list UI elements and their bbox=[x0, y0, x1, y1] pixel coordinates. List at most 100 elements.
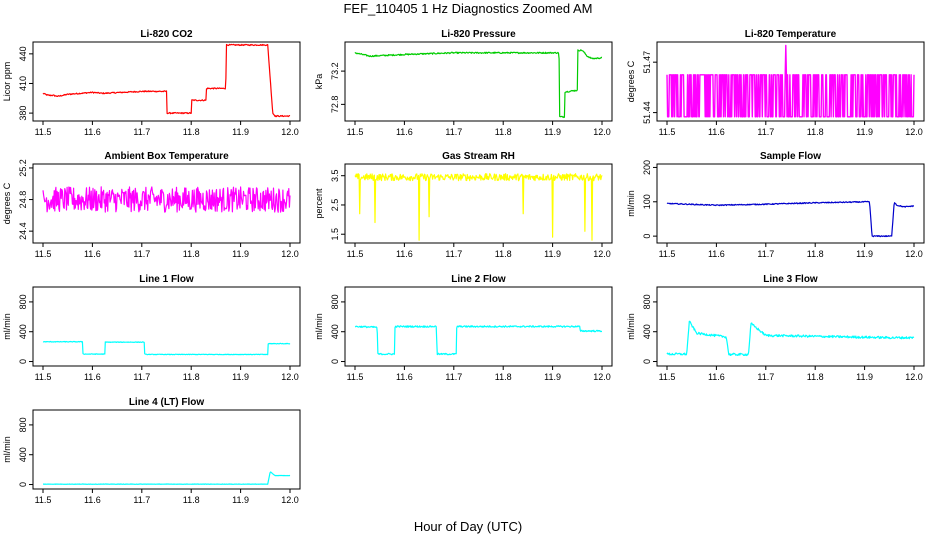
x-tick-label: 11.8 bbox=[183, 372, 200, 382]
x-tick-label: 12.0 bbox=[593, 127, 611, 137]
x-tick-label: 11.9 bbox=[232, 495, 249, 505]
x-tick-label: 11.8 bbox=[495, 127, 512, 137]
y-tick-label: 440 bbox=[18, 46, 28, 61]
panel-title: Line 2 Flow bbox=[451, 274, 506, 285]
x-tick-label: 11.7 bbox=[133, 372, 150, 382]
y-tick-label: 0 bbox=[18, 359, 28, 364]
panel-6: Sample Flow 11.5 11.6 11.7 11.8 11.9 12.0 0 100 2… bbox=[626, 151, 925, 259]
y-tick-label: 800 bbox=[330, 294, 340, 309]
series-line bbox=[354, 173, 603, 241]
y-tick-label: 51.47 bbox=[642, 51, 652, 74]
x-tick-label: 11.9 bbox=[544, 127, 561, 137]
y-tick-label: 800 bbox=[642, 294, 652, 309]
x-tick-label: 11.7 bbox=[445, 127, 462, 137]
x-tick-label: 11.7 bbox=[133, 249, 150, 259]
y-axis-label: degrees C bbox=[2, 182, 12, 224]
x-tick-label: 11.9 bbox=[544, 249, 561, 259]
panel-title: Line 3 Flow bbox=[763, 274, 818, 285]
y-axis-label: degrees C bbox=[626, 60, 636, 102]
y-tick-label: 800 bbox=[18, 294, 28, 309]
series-line bbox=[666, 200, 915, 238]
x-tick-label: 11.5 bbox=[659, 249, 676, 259]
x-tick-label: 11.6 bbox=[708, 127, 725, 137]
x-tick-label: 11.5 bbox=[347, 127, 364, 137]
y-tick-label: 400 bbox=[642, 324, 652, 339]
y-axis-label: percent bbox=[314, 188, 324, 219]
y-tick-label: 400 bbox=[330, 324, 340, 339]
x-tick-label: 11.6 bbox=[84, 127, 101, 137]
x-tick-label: 11.8 bbox=[807, 127, 824, 137]
panel-4: Ambient Box Temperature 11.5 11.6 11.7 11.8 1… bbox=[2, 151, 301, 259]
series-line bbox=[666, 44, 915, 118]
x-tick-label: 12.0 bbox=[905, 372, 923, 382]
y-axis-label: ml/min bbox=[2, 313, 12, 340]
x-tick-label: 11.6 bbox=[708, 249, 725, 259]
x-tick-label: 12.0 bbox=[905, 127, 923, 137]
figure-title: FEF_110405 1 Hz Diagnostics Zoomed AM bbox=[343, 1, 592, 16]
panels: Li-820 CO2 11.5 11.6 11.7 11.8 11.9 12.0 380 410… bbox=[2, 29, 925, 505]
y-tick-label: 1.5 bbox=[330, 228, 340, 241]
x-tick-label: 11.6 bbox=[396, 372, 413, 382]
series-line bbox=[354, 49, 603, 119]
x-tick-label: 11.7 bbox=[757, 127, 774, 137]
x-tick-label: 11.6 bbox=[396, 249, 413, 259]
panel-title: Ambient Box Temperature bbox=[104, 151, 229, 162]
x-tick-label: 11.5 bbox=[347, 372, 364, 382]
x-tick-label: 11.8 bbox=[807, 249, 824, 259]
x-tick-label: 11.9 bbox=[856, 127, 873, 137]
panel-9: Line 3 Flow 11.5 11.6 11.7 11.8 11.9 12.0 0 400 8… bbox=[626, 274, 925, 382]
x-tick-label: 11.8 bbox=[495, 249, 512, 259]
panel-title: Li-820 Pressure bbox=[441, 29, 516, 40]
x-tick-label: 12.0 bbox=[593, 249, 611, 259]
panel-title: Li-820 CO2 bbox=[140, 29, 193, 40]
x-tick-label: 11.7 bbox=[445, 249, 462, 259]
panel-3: Li-820 Temperature 11.5 11.6 11.7 11.8 11.9 12… bbox=[626, 29, 925, 137]
x-tick-label: 11.5 bbox=[659, 372, 676, 382]
x-tick-label: 12.0 bbox=[281, 127, 299, 137]
y-axis-label: ml/min bbox=[314, 313, 324, 340]
x-tick-label: 11.7 bbox=[757, 372, 774, 382]
panel-title: Gas Stream RH bbox=[442, 151, 515, 162]
y-tick-label: 3.5 bbox=[330, 169, 340, 182]
panel-10: Line 4 (LT) Flow 11.5 11.6 11.7 11.8 11.9 12.0… bbox=[2, 397, 301, 505]
x-tick-label: 11.7 bbox=[445, 372, 462, 382]
x-tick-label: 11.6 bbox=[708, 372, 725, 382]
y-axis-label: ml/min bbox=[626, 313, 636, 340]
x-tick-label: 11.5 bbox=[35, 495, 52, 505]
y-tick-label: 72.8 bbox=[330, 96, 340, 114]
x-tick-label: 11.7 bbox=[757, 249, 774, 259]
x-tick-label: 11.5 bbox=[35, 127, 52, 137]
x-tick-label: 11.8 bbox=[495, 372, 512, 382]
plot-frame bbox=[656, 286, 925, 367]
x-tick-label: 11.8 bbox=[183, 495, 200, 505]
plot-frame bbox=[32, 41, 301, 122]
y-tick-label: 380 bbox=[18, 106, 28, 121]
series-line bbox=[354, 325, 603, 356]
panel-title: Li-820 Temperature bbox=[745, 29, 837, 40]
plot-frame bbox=[344, 163, 613, 244]
x-tick-label: 11.9 bbox=[232, 127, 249, 137]
series-line bbox=[42, 43, 291, 118]
x-tick-label: 11.9 bbox=[856, 249, 873, 259]
panel-8: Line 2 Flow 11.5 11.6 11.7 11.8 11.9 12.0 0 400 8… bbox=[314, 274, 613, 382]
y-tick-label: 400 bbox=[18, 447, 28, 462]
x-tick-label: 11.5 bbox=[659, 127, 676, 137]
x-tick-label: 11.9 bbox=[856, 372, 873, 382]
series-line bbox=[42, 186, 291, 213]
y-tick-label: 0 bbox=[642, 234, 652, 239]
series-line bbox=[42, 471, 291, 485]
x-tick-label: 11.6 bbox=[396, 127, 413, 137]
y-tick-label: 24.8 bbox=[18, 191, 28, 209]
x-tick-label: 12.0 bbox=[281, 372, 299, 382]
plot-frame bbox=[32, 409, 301, 490]
panel-title: Line 4 (LT) Flow bbox=[129, 397, 205, 408]
x-tick-label: 11.7 bbox=[133, 127, 150, 137]
plot-frame bbox=[32, 286, 301, 367]
y-tick-label: 410 bbox=[18, 76, 28, 91]
x-tick-label: 11.6 bbox=[84, 372, 101, 382]
y-tick-label: 0 bbox=[642, 359, 652, 364]
x-tick-label: 11.6 bbox=[84, 249, 101, 259]
y-tick-label: 51.44 bbox=[642, 101, 652, 124]
y-tick-label: 2.5 bbox=[330, 199, 340, 212]
